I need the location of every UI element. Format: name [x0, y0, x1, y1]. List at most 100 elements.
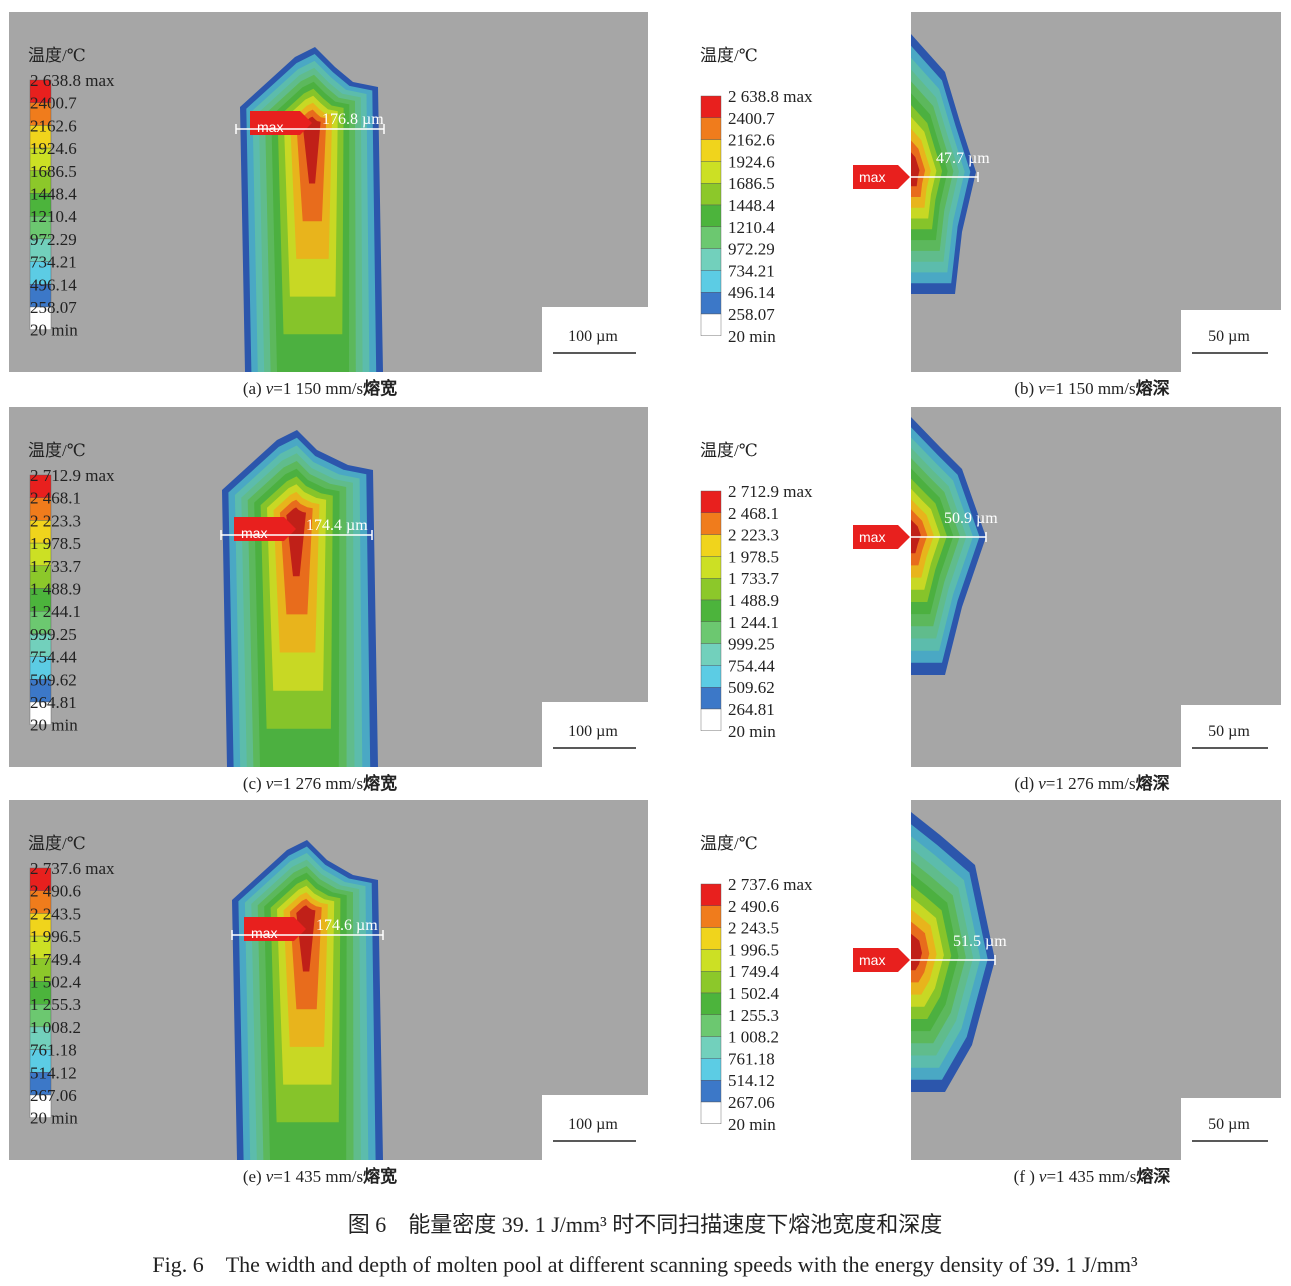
caption-label: (f )	[1014, 1167, 1035, 1186]
caption-type: 熔宽	[363, 378, 397, 398]
caption-variable: v	[1038, 774, 1046, 793]
max-label: max	[859, 529, 885, 545]
max-marker	[853, 948, 910, 972]
legend-value: 761.18	[30, 1041, 77, 1060]
legend-swatch	[700, 708, 722, 731]
legend-value: 1210.4	[30, 207, 77, 226]
legend-value: 2400.7	[30, 94, 77, 113]
panel-d: 温度/℃ max 50.9 µm 50 µm 2 712.9 max 2 468.1 2 2…	[700, 407, 1281, 793]
legend-value: 2 737.6 max	[30, 859, 115, 878]
legend-swatch	[700, 226, 722, 249]
legend-value: 267.06	[728, 1093, 775, 1112]
temperature-band-10	[296, 905, 316, 972]
measurement-value: 174.6 µm	[316, 917, 378, 934]
legend-swatch	[700, 687, 722, 710]
legend-value: 1 502.4	[728, 984, 780, 1003]
caption-label: (d)	[1014, 774, 1034, 793]
legend-value: 972.29	[728, 240, 775, 259]
legend-value: 2162.6	[728, 131, 775, 150]
figure-caption-zh: 图 6 能量密度 39. 1 J/mm³ 时不同扫描速度下熔池宽度和深度	[348, 1212, 943, 1237]
legend-swatch	[700, 927, 722, 950]
panel-a: 温度/℃ max 176.8 µm 100 µm 2 638.8 max 2400.7 21…	[9, 12, 648, 398]
max-label: max	[257, 119, 283, 135]
legend-value: 1448.4	[728, 196, 775, 215]
legend-value: 2 638.8 max	[30, 71, 115, 90]
legend-value: 734.21	[728, 261, 775, 280]
legend-swatch	[29, 701, 52, 725]
legend-swatch	[700, 139, 722, 162]
legend-value: 2 490.6	[728, 897, 779, 916]
legend-value: 2 243.5	[728, 919, 779, 938]
legend-value: 264.81	[728, 700, 775, 719]
legend-swatch	[700, 621, 722, 644]
panel-e: 温度/℃ max 174.6 µm 100 µm 2 737.6 max 2 490.6 2…	[9, 800, 648, 1186]
legend-value: 514.12	[30, 1063, 77, 1082]
max-marker	[853, 525, 910, 549]
panel-caption: (c) v=1 276 mm/s熔宽	[243, 773, 397, 793]
caption-speed: =1 276 mm/s	[1046, 774, 1136, 793]
panel-caption: (d) v=1 276 mm/s熔深	[1014, 773, 1169, 793]
scale-bar-box	[1181, 1098, 1281, 1160]
scale-bar-label: 50 µm	[1208, 1116, 1250, 1133]
scale-bar-box	[542, 702, 648, 767]
caption-type: 熔深	[1136, 773, 1170, 793]
legend-swatch	[700, 161, 722, 184]
legend-value: 258.07	[30, 298, 77, 317]
legend-value: 2400.7	[728, 109, 775, 128]
legend-value: 1 749.4	[728, 962, 780, 981]
legend-swatch	[700, 1036, 722, 1059]
legend-swatch	[700, 270, 722, 293]
panel-c: 温度/℃ max 174.4 µm 100 µm 2 712.9 max 2 468.1 2…	[9, 407, 648, 793]
measurement-value: 47.7 µm	[936, 150, 990, 167]
panel-f: 温度/℃ max 51.5 µm 50 µm 2 737.6 max 2 490.6 2 2…	[700, 800, 1281, 1186]
panel-b: 温度/℃ max 47.7 µm 50 µm 2 638.8 max 2400.7 2162…	[700, 12, 1281, 398]
legend-swatch	[700, 599, 722, 622]
caption-variable: v	[266, 774, 274, 793]
scale-bar-box	[1181, 310, 1281, 372]
caption-variable: v	[1039, 1167, 1047, 1186]
legend-title: 温度/℃	[28, 46, 86, 65]
legend-value: 2 468.1	[728, 504, 779, 523]
max-label: max	[241, 525, 267, 541]
legend-value: 1686.5	[728, 174, 775, 193]
legend-swatch	[700, 292, 722, 315]
legend-value: 1 255.3	[30, 995, 81, 1014]
caption-type: 熔深	[1136, 378, 1170, 398]
scale-bar-label: 100 µm	[568, 1116, 618, 1133]
legend-title: 温度/℃	[28, 441, 86, 460]
legend-value: 1 978.5	[728, 547, 779, 566]
max-marker	[853, 165, 910, 189]
caption-variable: v	[1038, 379, 1046, 398]
measurement-value: 50.9 µm	[944, 510, 998, 527]
scale-bar-box	[542, 1095, 648, 1160]
legend-title: 温度/℃	[700, 46, 758, 65]
legend-value: 2162.6	[30, 116, 77, 135]
scale-bar-label: 50 µm	[1208, 723, 1250, 740]
legend-value: 1 488.9	[30, 580, 81, 599]
panel-caption: (e) v=1 435 mm/s熔宽	[243, 1166, 397, 1186]
caption-type: 熔深	[1136, 1166, 1170, 1186]
legend-swatch	[700, 1058, 722, 1081]
temperature-band-10	[911, 933, 922, 971]
legend-swatch	[700, 182, 722, 206]
legend-value: 2 638.8 max	[728, 87, 813, 106]
legend-swatch	[700, 248, 722, 271]
legend-value: 1 244.1	[30, 602, 81, 621]
caption-variable: v	[266, 379, 274, 398]
caption-variable: v	[266, 1167, 274, 1186]
legend-value: 999.25	[30, 625, 77, 644]
legend-value: 972.29	[30, 230, 77, 249]
caption-type: 熔宽	[363, 1166, 397, 1186]
legend-value: 514.12	[728, 1071, 775, 1090]
legend-swatch	[700, 643, 722, 666]
caption-label: (a)	[243, 379, 262, 398]
legend-value: 1924.6	[728, 152, 775, 171]
panel-caption: (f ) v=1 435 mm/s熔深	[1014, 1166, 1171, 1186]
legend-value: 1 978.5	[30, 534, 81, 553]
legend-value: 509.62	[30, 670, 77, 689]
scale-bar-box	[542, 307, 648, 372]
caption-label: (c)	[243, 774, 262, 793]
legend-title: 温度/℃	[28, 834, 86, 853]
legend-value: 258.07	[728, 305, 775, 324]
legend-value: 1 733.7	[30, 557, 82, 576]
